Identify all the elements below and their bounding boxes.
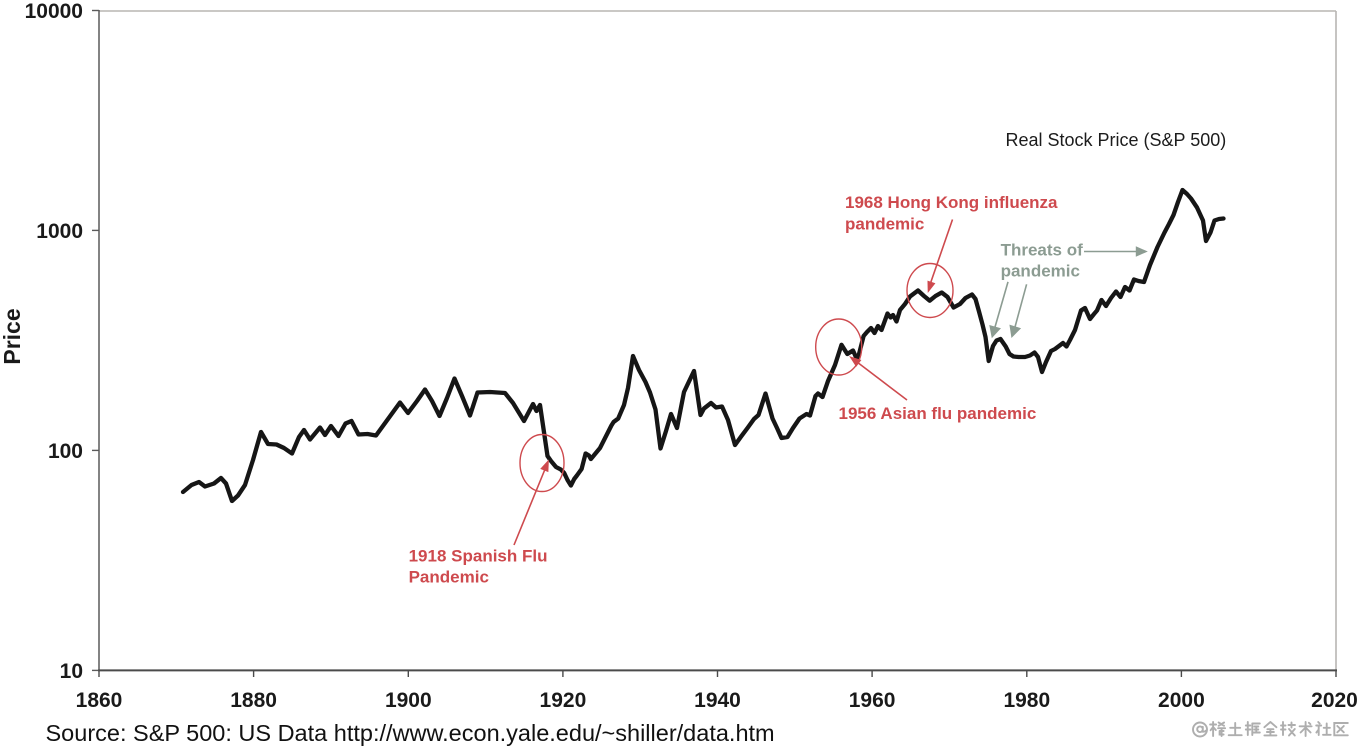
svg-text:2020: 2020 [1311, 689, 1358, 712]
svg-text:1860: 1860 [76, 689, 123, 712]
svg-text:1880: 1880 [230, 689, 277, 712]
svg-text:2000: 2000 [1158, 689, 1205, 712]
svg-text:1940: 1940 [694, 689, 741, 712]
svg-text:10: 10 [60, 660, 83, 683]
svg-text:1920: 1920 [540, 689, 587, 712]
svg-text:Price: Price [0, 308, 25, 364]
svg-text:1968 Hong Kong influenza: 1968 Hong Kong influenza [845, 193, 1058, 212]
svg-text:Pandemic: Pandemic [409, 568, 489, 587]
svg-text:1956 Asian flu pandemic: 1956 Asian flu pandemic [839, 404, 1037, 423]
svg-text:Source: S&P 500: US Data http:: Source: S&P 500: US Data http://www.econ… [46, 720, 775, 746]
svg-text:1900: 1900 [385, 689, 432, 712]
svg-text:Threats of: Threats of [1001, 241, 1084, 260]
svg-text:pandemic: pandemic [845, 215, 924, 234]
svg-text:pandemic: pandemic [1001, 262, 1080, 281]
svg-text:1980: 1980 [1003, 689, 1050, 712]
svg-text:10000: 10000 [25, 0, 83, 23]
svg-text:1918 Spanish Flu: 1918 Spanish Flu [409, 546, 548, 565]
svg-text:Real Stock Price (S&P 500): Real Stock Price (S&P 500) [1006, 130, 1227, 150]
svg-text:1000: 1000 [36, 220, 83, 243]
svg-text:1960: 1960 [849, 689, 896, 712]
svg-text:100: 100 [48, 440, 83, 463]
